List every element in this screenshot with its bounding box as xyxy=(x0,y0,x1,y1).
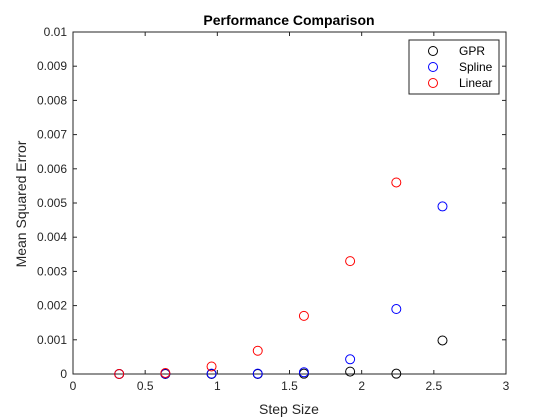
legend-marker-spline xyxy=(428,62,438,72)
x-tick-label: 0 xyxy=(70,379,77,393)
y-tick-label: 0.002 xyxy=(37,299,67,313)
x-axis-ticks: 0 0.5 1 1.5 2 2.5 3 xyxy=(70,32,510,393)
data-point-linear xyxy=(345,256,356,267)
legend: GPR Spline Linear xyxy=(408,39,500,95)
legend-marker-gpr xyxy=(428,46,438,56)
data-point-spline xyxy=(298,367,309,378)
y-tick-label: 0.01 xyxy=(44,25,68,39)
x-tick-label: 2 xyxy=(358,379,365,393)
legend-box xyxy=(408,39,500,95)
y-tick-label: 0.005 xyxy=(37,196,67,210)
data-point-spline xyxy=(206,368,217,379)
data-point-spline xyxy=(391,304,402,315)
x-tick-label: 1.5 xyxy=(281,379,298,393)
data-point-linear xyxy=(391,177,402,188)
y-tick-label: 0.004 xyxy=(37,230,67,244)
data-point-spline xyxy=(252,368,263,379)
y-axis-title: Mean Squared Error xyxy=(13,140,29,267)
x-axis-title: Step Size xyxy=(259,401,319,417)
data-point-gpr xyxy=(391,368,402,379)
data-points xyxy=(114,177,448,379)
y-tick-label: 0.008 xyxy=(37,93,67,107)
x-tick-label: 2.5 xyxy=(425,379,442,393)
y-tick-label: 0.003 xyxy=(37,264,67,278)
y-tick-label: 0.007 xyxy=(37,128,67,142)
legend-label: Linear xyxy=(459,76,492,90)
data-point-gpr xyxy=(345,366,356,377)
x-tick-label: 0.5 xyxy=(137,379,154,393)
data-point-linear xyxy=(298,310,309,321)
x-tick-label: 3 xyxy=(503,379,510,393)
legend-marker-linear xyxy=(428,78,438,88)
legend-label: GPR xyxy=(459,44,485,58)
data-point-gpr xyxy=(437,335,448,346)
y-tick-label: 0.009 xyxy=(37,59,67,73)
y-tick-label: 0 xyxy=(60,367,67,381)
data-point-linear xyxy=(252,345,263,356)
data-point-linear xyxy=(114,369,125,379)
data-point-linear xyxy=(206,361,217,372)
legend-label: Spline xyxy=(459,60,493,74)
y-axis-ticks: 0 0.001 0.002 0.003 0.004 0.005 0.006 0.007 0.00… xyxy=(37,25,506,381)
data-point-spline xyxy=(437,201,448,212)
y-tick-label: 0.001 xyxy=(37,333,67,347)
data-point-linear xyxy=(160,367,171,378)
data-point-spline xyxy=(345,354,356,365)
y-tick-label: 0.006 xyxy=(37,162,67,176)
chart-title: Performance Comparison xyxy=(203,12,374,28)
x-tick-label: 1 xyxy=(214,379,221,393)
